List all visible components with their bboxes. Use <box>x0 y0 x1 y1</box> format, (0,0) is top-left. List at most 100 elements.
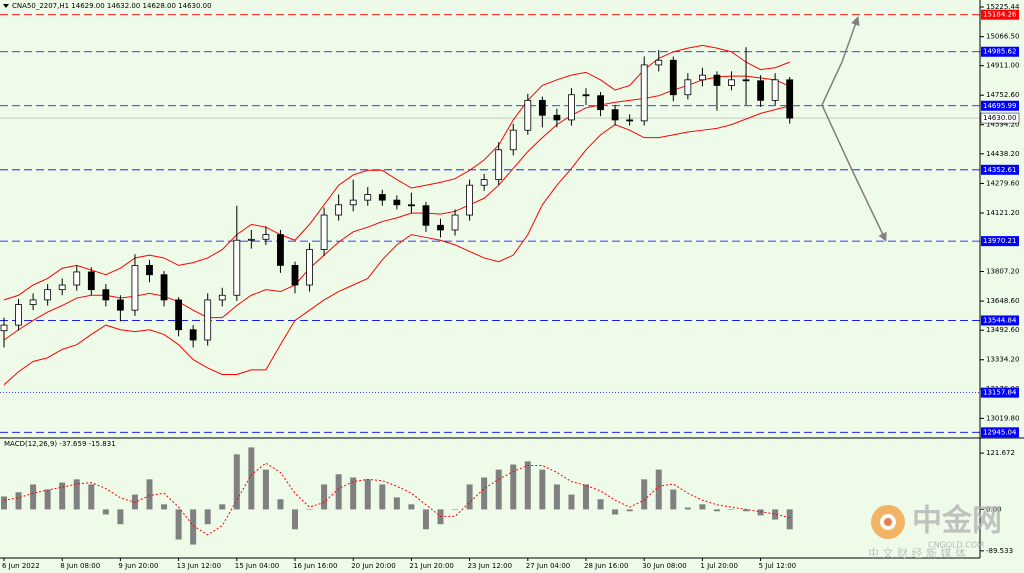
macd-bar <box>102 509 109 515</box>
macd-bar <box>277 499 284 510</box>
macd-bar <box>655 469 662 510</box>
macd-bar <box>1 496 7 510</box>
candle-body <box>699 74 706 81</box>
macd-bar <box>233 454 240 510</box>
x-tick-label: 21 Jun 20:00 <box>409 562 453 570</box>
macd-bar <box>786 509 793 530</box>
macd-bar <box>772 509 779 520</box>
candle-body <box>437 224 444 231</box>
y-tick-label: 14121.20 <box>986 209 1019 217</box>
candle-body <box>29 299 37 305</box>
macd-bar <box>73 479 80 510</box>
macd-bar <box>510 464 517 510</box>
candle-body <box>364 194 372 201</box>
macd-bar <box>292 509 298 530</box>
y-tick-label: 14279.60 <box>986 179 1019 187</box>
candle-body <box>44 289 52 301</box>
candle-body <box>757 80 764 101</box>
x-tick-label: 28 Jun 16:00 <box>584 562 628 570</box>
price-level-tag <box>981 236 1019 247</box>
menu-triangle <box>3 4 9 8</box>
candle-body <box>277 234 284 266</box>
price-level-label: 12945.04 <box>983 428 1017 436</box>
macd-bar <box>161 504 168 510</box>
price-level-label: 14352.61 <box>983 166 1016 174</box>
watermark-site: CNGOLD.COM <box>928 541 984 550</box>
candle-body <box>320 214 328 250</box>
candle-body <box>771 79 779 101</box>
candle-body <box>466 184 474 216</box>
macd-bar <box>539 469 546 510</box>
candle-body <box>568 94 575 121</box>
macd-bar <box>44 489 51 510</box>
candle-body <box>87 271 95 291</box>
macd-bar <box>117 509 124 525</box>
candle-body <box>451 214 459 231</box>
macd-bar <box>262 469 269 510</box>
price-level-tag <box>981 315 1019 326</box>
candle-body <box>524 99 532 131</box>
logo-dot <box>884 518 892 526</box>
x-tick-label: 27 Jun 04:00 <box>526 562 570 570</box>
macd-bar <box>59 482 66 510</box>
candle-body <box>407 204 415 207</box>
y-tick-label: 14438.20 <box>986 150 1019 158</box>
macd-bar <box>408 504 415 510</box>
macd-bar <box>553 484 560 510</box>
candle-body <box>291 265 299 286</box>
price-level-tag <box>981 100 1019 111</box>
macd-bar <box>641 479 648 510</box>
candle-body <box>0 324 8 332</box>
candle-body <box>553 114 561 121</box>
candle-body <box>669 59 677 96</box>
candle-body <box>204 299 212 341</box>
x-tick-label: 20 Jun 20:00 <box>351 562 395 570</box>
macd-bar <box>422 509 429 530</box>
price-level-tag <box>981 387 1019 398</box>
candle-body <box>640 64 648 122</box>
y-tick-label: 15225.44 <box>986 3 1020 11</box>
candle-body <box>393 199 401 206</box>
price-level-tag <box>981 46 1019 57</box>
y-tick-label: 13648.60 <box>986 297 1019 305</box>
price-level-label: 14695.99 <box>983 102 1016 110</box>
price-level-label: 15184.26 <box>983 11 1017 19</box>
macd-bar <box>612 509 619 515</box>
candle-body <box>247 238 255 241</box>
candle-body <box>335 204 343 216</box>
price-level-label: 14985.62 <box>983 48 1016 56</box>
candle-body <box>160 274 168 301</box>
x-tick-label: 6 Jun 2022 <box>2 562 40 570</box>
macd-bar <box>743 509 750 512</box>
macd-bar <box>379 484 386 510</box>
macd-bar <box>713 509 720 512</box>
price-level-tag <box>981 427 1019 438</box>
macd-bar <box>481 477 488 510</box>
macd-bar <box>248 447 255 510</box>
candle-body <box>495 149 503 181</box>
macd-bar <box>364 479 371 510</box>
price-level-tag <box>980 112 1020 124</box>
candle-body <box>655 59 663 66</box>
x-tick-label: 9 Jun 20:00 <box>118 562 158 570</box>
candle-body <box>611 109 619 121</box>
macd-bar <box>15 492 22 510</box>
projection-arrow-down <box>821 104 887 242</box>
watermark-tagline: 中 文 财 经 新 媒 体 <box>868 546 966 560</box>
bollinger-band <box>3 105 790 386</box>
candle-body <box>189 329 197 341</box>
projection-arrow-up <box>821 16 860 106</box>
candle-body <box>582 94 590 97</box>
macd-bar <box>204 509 211 525</box>
x-tick-label: 5 Jul 12:00 <box>759 562 797 570</box>
price-level-label: 13970.21 <box>983 237 1016 245</box>
macd-bar <box>466 484 473 510</box>
candle-body <box>684 79 692 96</box>
macd-bar <box>495 469 502 510</box>
candle-body <box>742 79 750 82</box>
macd-bar <box>30 484 37 510</box>
candle-body <box>538 99 546 116</box>
candle-body <box>58 284 66 291</box>
macd-bar <box>321 484 328 510</box>
